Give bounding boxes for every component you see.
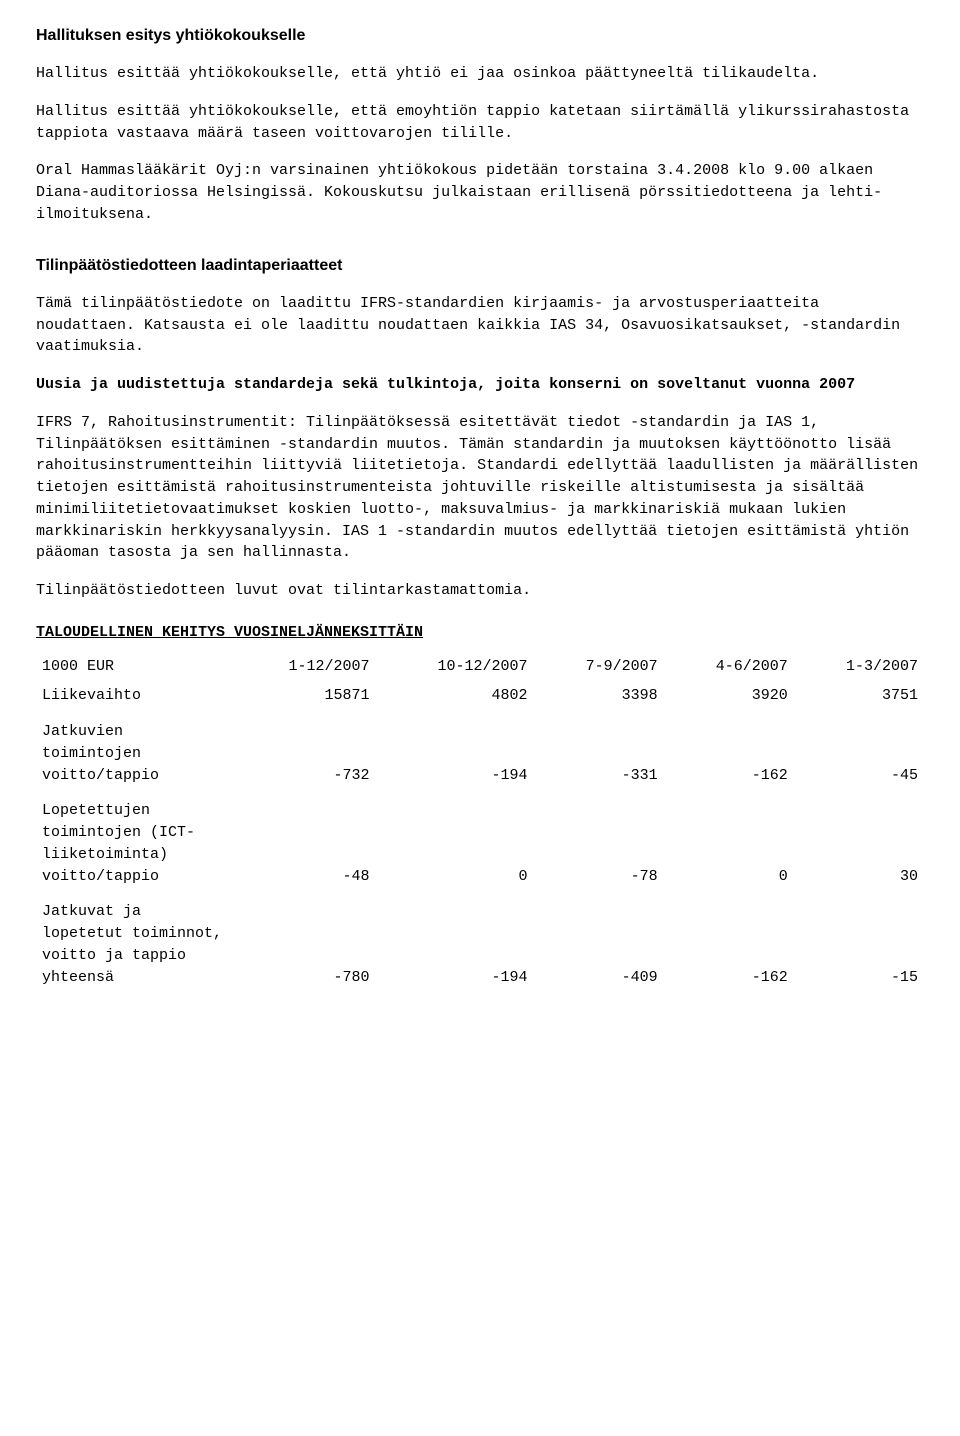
cell: -194	[375, 891, 533, 992]
cell: -48	[231, 790, 375, 891]
cell: -331	[534, 711, 664, 790]
col-header: 1000 EUR	[36, 652, 231, 682]
paragraph-unaudited: Tilinpäätöstiedotteen luvut ovat tilinta…	[36, 580, 924, 602]
table-row: Jatkuvat ja lopetetut toiminnot, voitto …	[36, 891, 924, 992]
paragraph-meeting: Oral Hammaslääkärit Oyj:n varsinainen yh…	[36, 160, 924, 225]
paragraph-standards-title: Uusia ja uudistettuja standardeja sekä t…	[36, 374, 924, 396]
col-header: 4-6/2007	[664, 652, 794, 682]
row-label: Jatkuvien toimintojen voitto/tappio	[36, 711, 231, 790]
cell: 3398	[534, 681, 664, 711]
table-title: TALOUDELLINEN KEHITYS VUOSINELJÄNNEKSITT…	[36, 622, 924, 644]
paragraph-ifrs: Tämä tilinpäätöstiedote on laadittu IFRS…	[36, 293, 924, 358]
cell: 3751	[794, 681, 924, 711]
cell: 0	[664, 790, 794, 891]
col-header: 1-12/2007	[231, 652, 375, 682]
heading-principles: Tilinpäätöstiedotteen laadintaperiaattee…	[36, 254, 924, 277]
cell: -15	[794, 891, 924, 992]
cell: -194	[375, 711, 533, 790]
table-row: Lopetettujen toimintojen (ICT-liiketoimi…	[36, 790, 924, 891]
paragraph-ifrs7: IFRS 7, Rahoitusinstrumentit: Tilinpäätö…	[36, 412, 924, 564]
col-header: 10-12/2007	[375, 652, 533, 682]
table-row: Liikevaihto 15871 4802 3398 3920 3751	[36, 681, 924, 711]
table-row: Jatkuvien toimintojen voitto/tappio -732…	[36, 711, 924, 790]
col-header: 7-9/2007	[534, 652, 664, 682]
cell: 3920	[664, 681, 794, 711]
paragraph-loss-cover: Hallitus esittää yhtiökokoukselle, että …	[36, 101, 924, 145]
cell: -780	[231, 891, 375, 992]
heading-board-proposal: Hallituksen esitys yhtiökokoukselle	[36, 24, 924, 47]
row-label: Lopetettujen toimintojen (ICT-liiketoimi…	[36, 790, 231, 891]
row-label: Jatkuvat ja lopetetut toiminnot, voitto …	[36, 891, 231, 992]
paragraph-dividend: Hallitus esittää yhtiökokoukselle, että …	[36, 63, 924, 85]
cell: -162	[664, 711, 794, 790]
cell: -732	[231, 711, 375, 790]
cell: -78	[534, 790, 664, 891]
financial-table: 1000 EUR 1-12/2007 10-12/2007 7-9/2007 4…	[36, 652, 924, 993]
cell: -409	[534, 891, 664, 992]
cell: 0	[375, 790, 533, 891]
row-label: Liikevaihto	[36, 681, 231, 711]
table-header-row: 1000 EUR 1-12/2007 10-12/2007 7-9/2007 4…	[36, 652, 924, 682]
cell: 4802	[375, 681, 533, 711]
col-header: 1-3/2007	[794, 652, 924, 682]
cell: 15871	[231, 681, 375, 711]
cell: 30	[794, 790, 924, 891]
cell: -45	[794, 711, 924, 790]
cell: -162	[664, 891, 794, 992]
